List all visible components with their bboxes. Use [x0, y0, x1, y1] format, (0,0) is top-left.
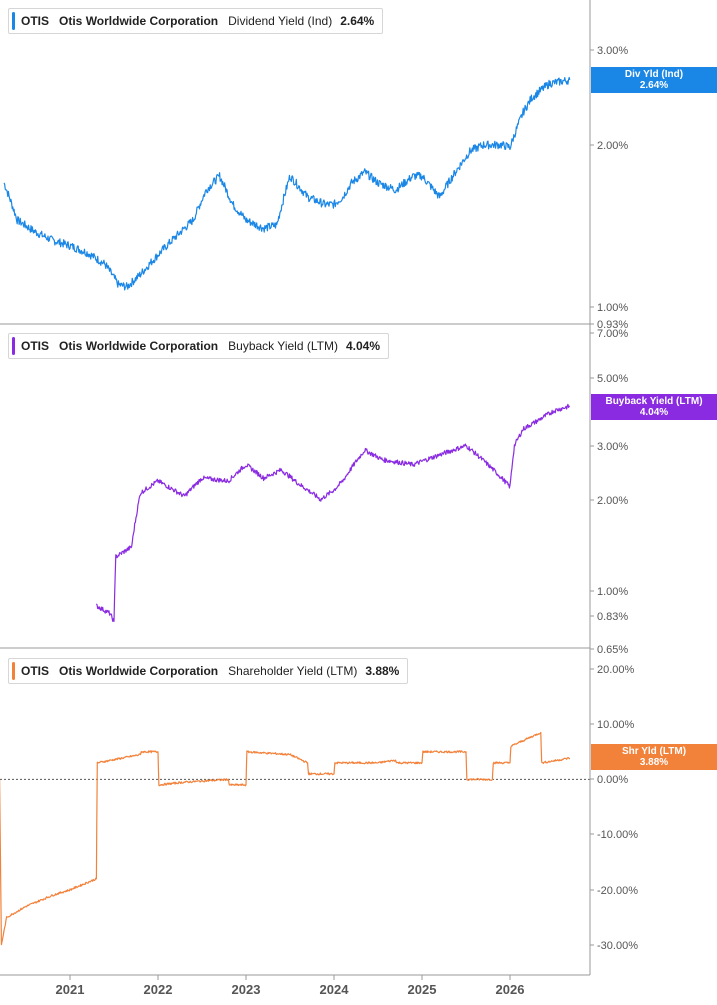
legend-company: Otis Worldwide Corporation [59, 14, 219, 28]
y-tick-label: 1.00% [597, 586, 628, 598]
legend-value: 3.88% [365, 664, 400, 678]
shareholder-yield-value-tag: Shr Yld (LTM) 3.88% [591, 744, 717, 770]
legend-ticker: OTIS [21, 14, 50, 28]
series-line-buyback-yield-ltm [95, 403, 570, 622]
legend-value: 2.64% [340, 14, 375, 28]
y-tick-label: 5.00% [597, 373, 628, 385]
legend-company: Otis Worldwide Corporation [59, 339, 219, 353]
y-tick-label: 10.00% [597, 719, 635, 731]
tag-label: Shr Yld (LTM) [621, 746, 687, 757]
legend-value: 4.04% [345, 339, 380, 353]
y-tick-label: -10.00% [597, 829, 638, 841]
x-tick-label: 2024 [320, 982, 350, 997]
tag-label: Div Yld (Ind) [624, 69, 684, 80]
y-tick-label: 1.00% [597, 302, 628, 314]
y-tick-label: 0.65% [597, 644, 628, 656]
legend-metric: Shareholder Yield (LTM) [228, 664, 358, 678]
legend-color-bar [12, 12, 15, 30]
tag-value: 3.88% [639, 757, 669, 768]
y-tick-label: -20.00% [597, 885, 638, 897]
series-line-shareholder-yield-ltm [0, 731, 571, 946]
legend-color-bar [12, 662, 15, 680]
legend-company: Otis Worldwide Corporation [59, 664, 219, 678]
legend-metric: Dividend Yield (Ind) [228, 14, 333, 28]
x-tick-label: 2025 [408, 982, 437, 997]
y-tick-label: 2.00% [597, 495, 628, 507]
y-tick-label: 20.00% [597, 664, 635, 676]
legend-dividend-yield: OTIS Otis Worldwide Corporation Dividend… [8, 8, 384, 34]
x-tick-label: 2023 [232, 982, 261, 997]
x-tick-label: 2026 [496, 982, 525, 997]
legend-ticker: OTIS [21, 664, 50, 678]
tag-value: 4.04% [639, 407, 669, 418]
tag-value: 2.64% [639, 80, 669, 91]
y-tick-label: -30.00% [597, 940, 638, 952]
buyback-yield-value-tag: Buyback Yield (LTM) 4.04% [591, 394, 717, 420]
y-tick-label: 7.00% [597, 328, 628, 340]
x-tick-label: 2022 [144, 982, 173, 997]
x-tick-label: 2021 [56, 982, 85, 997]
y-tick-label: 0.83% [597, 611, 628, 623]
legend-buyback-yield: OTIS Otis Worldwide Corporation Buyback … [8, 333, 389, 359]
legend-ticker: OTIS [21, 339, 50, 353]
legend-metric: Buyback Yield (LTM) [228, 339, 338, 353]
legend-shareholder-yield: OTIS Otis Worldwide Corporation Sharehol… [8, 658, 409, 684]
dividend-yield-value-tag: Div Yld (Ind) 2.64% [591, 67, 717, 93]
y-tick-label: 2.00% [597, 140, 628, 152]
legend-color-bar [12, 337, 15, 355]
y-tick-label: 3.00% [597, 441, 628, 453]
y-tick-label: 3.00% [597, 45, 628, 57]
y-tick-label: 0.00% [597, 774, 628, 786]
series-line-dividend-yield-ind [3, 76, 571, 291]
y-tick-label: 0.93% [597, 319, 628, 331]
tag-label: Buyback Yield (LTM) [605, 396, 703, 407]
